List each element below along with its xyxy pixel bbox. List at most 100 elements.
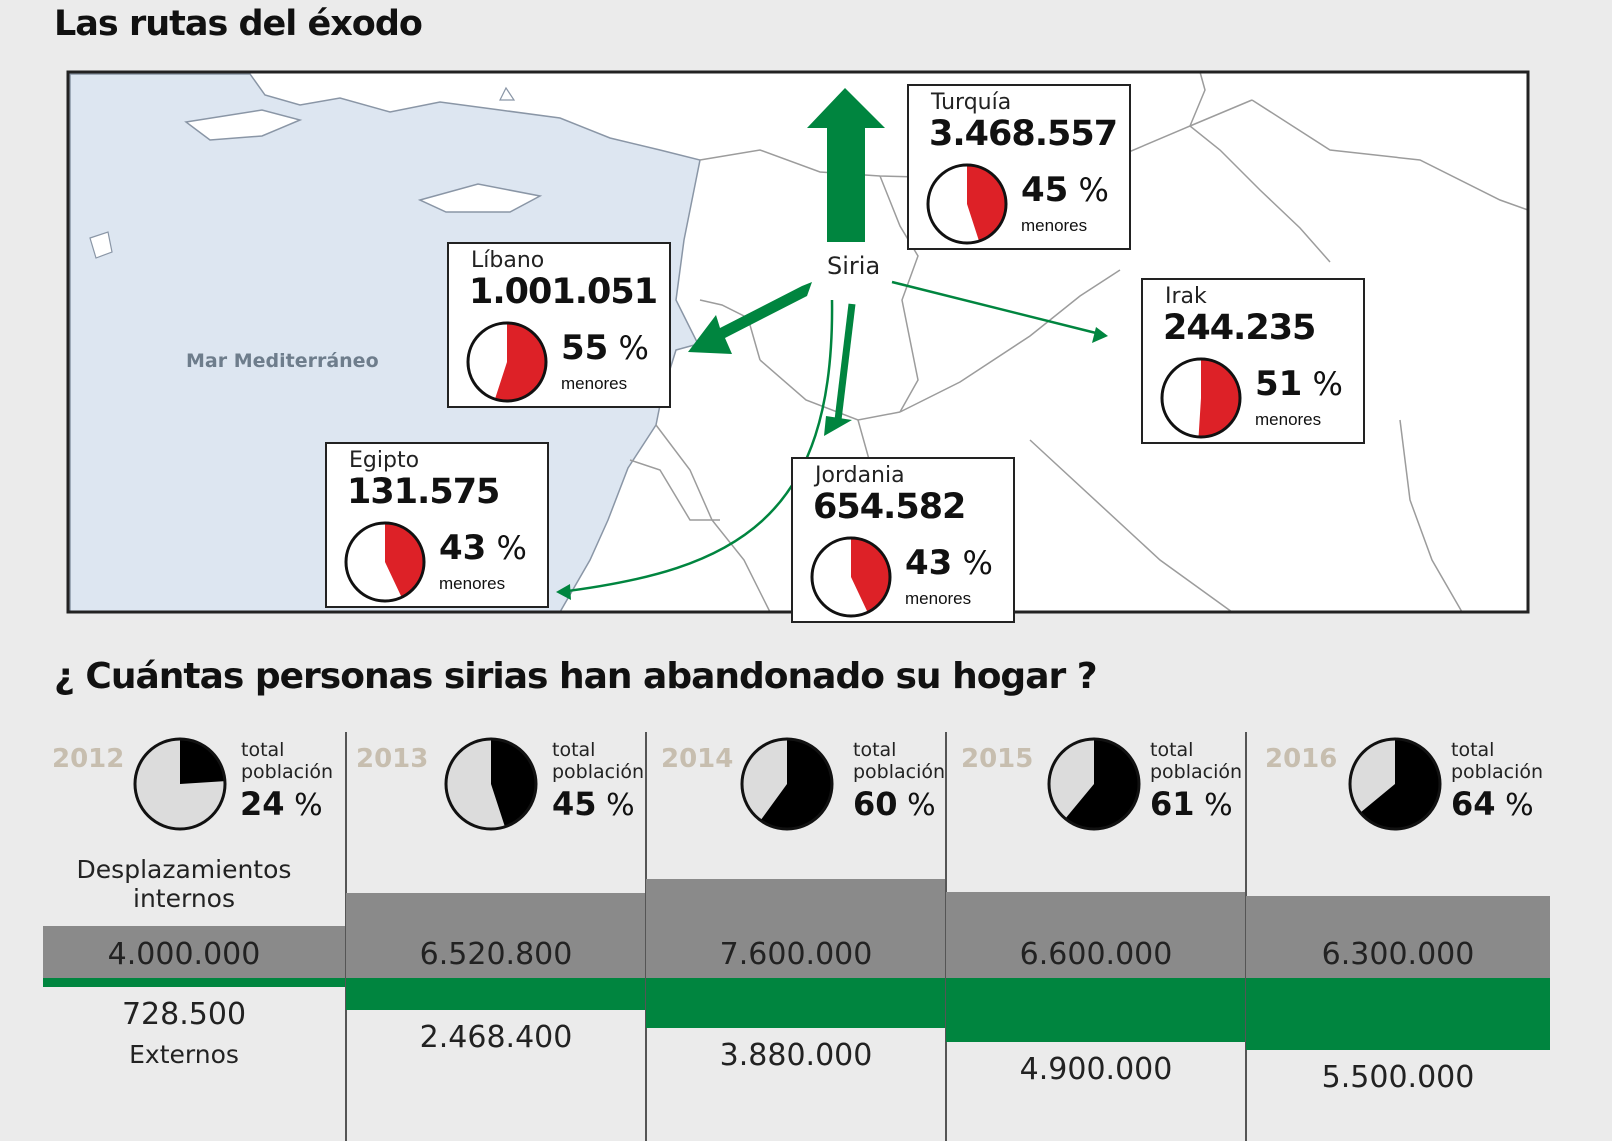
total-label-line-1: total bbox=[1150, 739, 1194, 761]
total-label-line-1: total bbox=[1451, 739, 1495, 761]
arrow-turquia bbox=[807, 88, 885, 242]
population-pie bbox=[1348, 737, 1442, 831]
minors-slice bbox=[494, 323, 547, 401]
internal-label: Desplazamientos internos bbox=[76, 855, 292, 913]
internal-bar bbox=[43, 926, 345, 978]
total-label-line-2: población bbox=[552, 761, 645, 783]
total-percent: 61 % bbox=[1150, 785, 1233, 823]
total-label-line-2: población bbox=[1451, 761, 1544, 783]
year-label: 2016 bbox=[1265, 744, 1338, 774]
minors-percent-value: 43 bbox=[439, 528, 487, 568]
card-jordania: Jordania 654.582 43 % menores bbox=[791, 457, 1015, 623]
population-pie bbox=[1047, 737, 1141, 831]
population-slice bbox=[1360, 739, 1441, 829]
population-pie bbox=[444, 737, 538, 831]
total-label-line-2: población bbox=[853, 761, 946, 783]
total-label-line-2: población bbox=[1150, 761, 1243, 783]
total-percent: 45 % bbox=[552, 785, 635, 823]
total-label: total población bbox=[1451, 739, 1543, 783]
card-libano: Líbano 1.001.051 55 % menores bbox=[447, 242, 671, 408]
pie-outline bbox=[740, 737, 834, 831]
minors-slice bbox=[1198, 358, 1241, 437]
internal-value: 7.600.000 bbox=[719, 937, 873, 972]
pie-outline bbox=[926, 163, 1008, 245]
total-percent-value: 60 bbox=[853, 785, 898, 823]
total-percent-value: 61 bbox=[1150, 785, 1195, 823]
year-label: 2015 bbox=[961, 744, 1034, 774]
refugee-count: 131.575 bbox=[347, 472, 500, 512]
arrow-irak-head bbox=[1092, 327, 1108, 343]
internal-bar bbox=[646, 879, 945, 978]
internal-value: 6.520.800 bbox=[419, 937, 573, 972]
pie-outline bbox=[1047, 737, 1141, 831]
total-percent-value: 45 bbox=[552, 785, 597, 823]
internal-bar bbox=[346, 893, 645, 978]
year-label: 2013 bbox=[356, 744, 429, 774]
internal-bar bbox=[946, 892, 1245, 978]
minors-pie bbox=[810, 536, 892, 618]
internal-bar bbox=[1246, 896, 1550, 978]
route-arrows bbox=[556, 88, 1108, 600]
external-value: 3.880.000 bbox=[719, 1038, 873, 1074]
minors-label: menores bbox=[561, 374, 628, 393]
external-bar bbox=[43, 978, 345, 988]
arrow-egipto bbox=[559, 299, 834, 594]
timeline-title: ¿ Cuántas personas sirias han abandonado… bbox=[54, 656, 1098, 697]
population-slice bbox=[180, 739, 225, 784]
total-percent: 60 % bbox=[853, 785, 936, 823]
total-label: total población bbox=[853, 739, 945, 783]
total-label-line-1: total bbox=[241, 739, 285, 761]
sea-label: Mar Mediterráneo bbox=[186, 350, 379, 372]
refugee-count: 3.468.557 bbox=[929, 114, 1118, 154]
card-turquia: Turquía 3.468.557 45 % menores bbox=[907, 84, 1131, 250]
population-pie bbox=[740, 737, 834, 831]
minors-pie bbox=[926, 163, 1008, 245]
total-label-line-1: total bbox=[853, 739, 897, 761]
external-value: 2.468.400 bbox=[419, 1020, 573, 1056]
external-value: 5.500.000 bbox=[1321, 1059, 1475, 1095]
country-borders bbox=[629, 71, 1529, 613]
country-name: Egipto bbox=[349, 448, 420, 473]
refugee-count: 654.582 bbox=[813, 487, 966, 527]
minors-percent-value: 45 bbox=[1021, 170, 1069, 210]
card-egipto: Egipto 131.575 43 % menores bbox=[325, 442, 549, 608]
minors-percent: 43 % bbox=[439, 528, 527, 568]
arrow-jordania-head bbox=[824, 416, 852, 436]
minors-percent-value: 55 bbox=[561, 328, 609, 368]
external-bar bbox=[1246, 978, 1550, 1050]
population-pie bbox=[133, 737, 227, 831]
external-bar bbox=[946, 978, 1245, 1042]
total-label-line-1: total bbox=[552, 739, 596, 761]
pie-outline bbox=[810, 536, 892, 618]
total-percent: 24 % bbox=[240, 785, 323, 823]
refugee-count: 1.001.051 bbox=[469, 272, 658, 312]
pie-outline bbox=[133, 737, 227, 831]
arrow-egipto-head bbox=[556, 584, 571, 600]
pie-outline bbox=[466, 321, 548, 403]
minors-slice bbox=[967, 165, 1006, 242]
card-irak: Irak 244.235 51 % menores bbox=[1141, 278, 1365, 444]
internal-value: 6.300.000 bbox=[1321, 937, 1475, 972]
minors-pie bbox=[1160, 357, 1242, 439]
external-value: 4.900.000 bbox=[1019, 1051, 1173, 1087]
minors-label: menores bbox=[905, 589, 972, 608]
total-percent-value: 24 bbox=[240, 785, 285, 823]
pie-outline bbox=[344, 521, 426, 603]
minors-percent: 55 % bbox=[561, 328, 649, 368]
country-name: Líbano bbox=[471, 248, 545, 273]
year-label: 2012 bbox=[52, 744, 125, 774]
island-small bbox=[89, 231, 113, 259]
external-bar bbox=[346, 978, 645, 1011]
external-value: 728.500 bbox=[121, 997, 247, 1033]
minors-label: menores bbox=[439, 574, 506, 593]
origin-label: Siria bbox=[827, 252, 881, 280]
island-crete bbox=[184, 109, 303, 141]
minors-percent: 51 % bbox=[1255, 364, 1343, 404]
minors-percent-value: 51 bbox=[1255, 364, 1303, 404]
minors-slice bbox=[385, 523, 425, 598]
refugee-count: 244.235 bbox=[1163, 308, 1316, 348]
map-title: Las rutas del éxodo bbox=[54, 4, 423, 44]
external-bar bbox=[646, 978, 945, 1029]
minors-label: menores bbox=[1021, 216, 1088, 235]
total-label-line-2: población bbox=[241, 761, 334, 783]
